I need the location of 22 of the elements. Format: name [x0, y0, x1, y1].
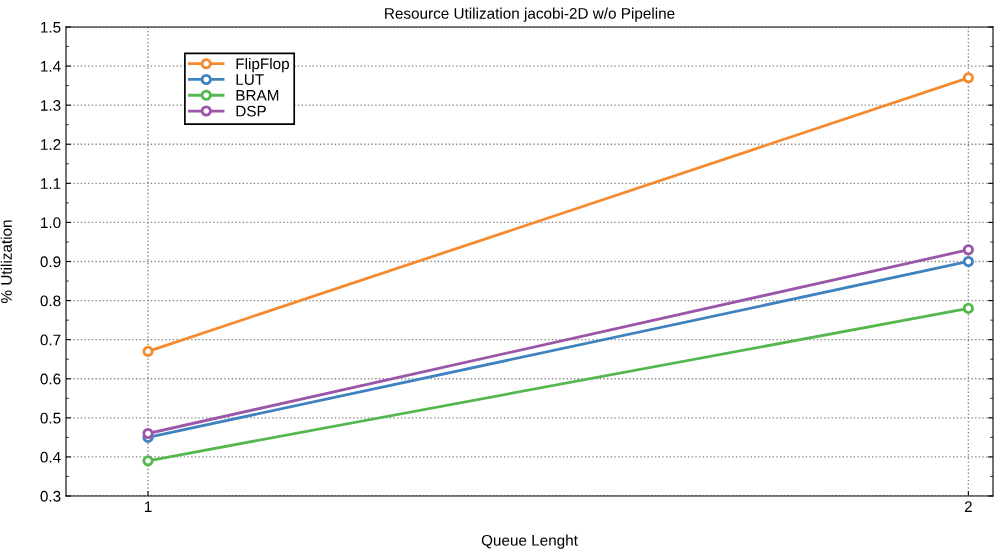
y-tick-label: 0.8: [40, 295, 61, 307]
legend-label: DSP: [236, 105, 266, 117]
y-axis-title: % Utilization: [0, 220, 12, 303]
y-tick-label: 1.3: [41, 100, 61, 111]
y-tick-label: 1.2: [41, 139, 61, 150]
y-tick-label: 0.7: [40, 334, 61, 346]
y-tick-label: 1.1: [41, 178, 61, 189]
x-axis-title: Queue Lenght: [481, 534, 578, 549]
y-tick-label: 0.3: [40, 490, 61, 502]
y-tick-label: 1.0: [41, 217, 61, 229]
y-tick-label: 1.5: [41, 22, 61, 33]
x-tick-label: 1: [144, 501, 152, 512]
y-tick-label: 0.6: [40, 373, 61, 385]
y-tick-label: 0.9: [40, 256, 61, 268]
legend-label: BRAM: [236, 90, 279, 101]
chart-title: Resource Utilization jacobi-2D w/o Pipeline: [385, 7, 675, 22]
y-tick-label: 0.4: [40, 451, 61, 463]
x-tick-label: 2: [964, 501, 972, 512]
legend-label: LUT: [236, 74, 264, 85]
legend-label: FlipFlop: [236, 57, 289, 73]
y-tick-label: 0.5: [40, 412, 61, 424]
y-tick-label: 1.4: [41, 61, 61, 72]
